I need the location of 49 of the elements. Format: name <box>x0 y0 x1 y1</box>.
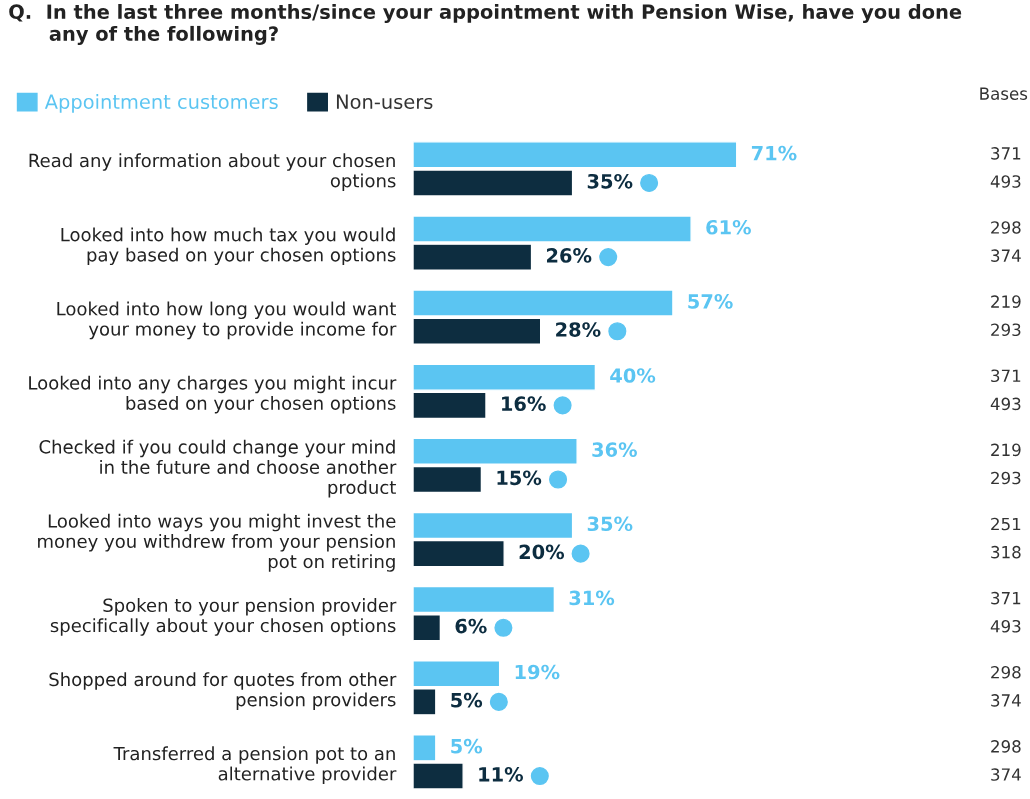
data-label: 31% <box>569 590 615 606</box>
legend-label: Appointment customers <box>44 93 278 113</box>
data-label: 35% <box>587 173 633 189</box>
text: 293 <box>991 471 1021 485</box>
chart-title: Q. In the last three months/since your appointment with Pension Wise, have you done any of the following? <box>9 3 962 45</box>
legend-label: Non-users <box>336 94 433 110</box>
text: 371 <box>991 147 1021 160</box>
text: 293 <box>991 323 1021 337</box>
data-label: 26% <box>547 248 592 263</box>
text: 493 <box>990 175 1021 188</box>
data-label: 28% <box>556 322 601 337</box>
text: 298 <box>991 740 1021 753</box>
text: 371 <box>991 369 1021 383</box>
text: 374 <box>991 249 1021 262</box>
data-label: 20% <box>519 544 565 560</box>
text: 374 <box>991 694 1021 707</box>
data-label: 35% <box>587 516 633 532</box>
data-label: 15% <box>497 470 542 486</box>
y-tick-label: Looked into any charges you might incur based on your chosen options <box>29 375 397 414</box>
text: 318 <box>991 545 1021 559</box>
text: 298 <box>991 221 1021 234</box>
data-label: 40% <box>610 368 656 383</box>
text: 251 <box>991 517 1021 531</box>
y-tick-label: Looked into ways you might invest the money you withdrew from your pension pot on retiring <box>38 513 396 572</box>
data-label: 11% <box>479 766 523 782</box>
data-label: 16% <box>502 396 546 412</box>
y-tick-label: Looked into how much tax you would pay based on your chosen options <box>61 227 396 266</box>
text: Bases <box>980 87 1028 100</box>
text: 298 <box>991 665 1021 679</box>
data-label: 5% <box>451 738 483 754</box>
text: 219 <box>991 295 1021 308</box>
y-tick-label: Read any information about your chosen options <box>29 153 396 191</box>
y-tick-label: Checked if you could change your mind in the future and choose another product <box>39 439 397 498</box>
data-label: 19% <box>515 664 560 680</box>
data-label: 61% <box>706 219 751 235</box>
y-tick-label: Shopped around for quotes from other pension providers <box>49 672 397 710</box>
y-tick-label: Transferred a pension pot to an alternative provider <box>113 746 397 785</box>
text: 219 <box>991 443 1021 457</box>
text: 493 <box>990 397 1021 411</box>
y-tick-label: Spoken to your pension provider specifically about your chosen options <box>50 598 397 636</box>
data-label: 6% <box>455 618 487 634</box>
data-label: 36% <box>592 442 637 457</box>
data-label: 5% <box>451 692 483 708</box>
data-label: 71% <box>751 145 797 161</box>
data-label: 57% <box>688 294 733 309</box>
text: 493 <box>990 619 1021 633</box>
text: 374 <box>991 768 1021 781</box>
y-tick-label: Looked into how long you would want your money to provide income for <box>57 301 397 340</box>
text: 371 <box>991 591 1021 605</box>
